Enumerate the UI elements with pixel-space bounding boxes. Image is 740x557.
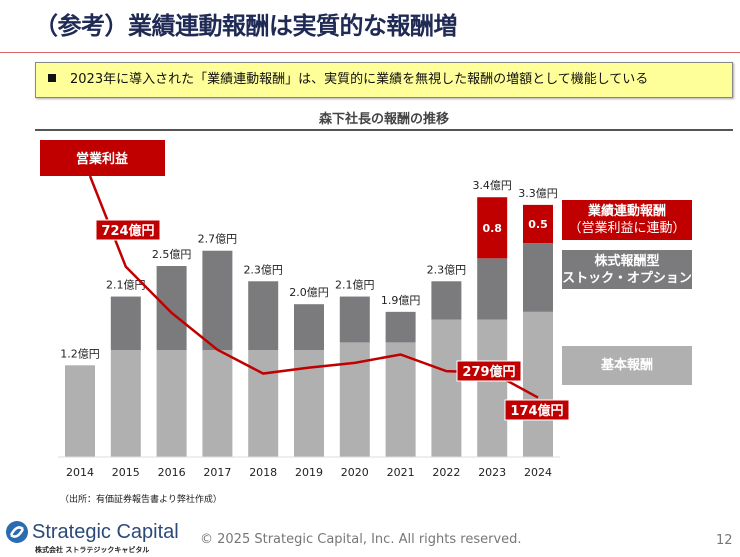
total-label: 2.1億円 [106, 279, 146, 292]
company-logo: Strategic Capital 株式会社 ストラテジックキャピタル [5, 520, 179, 555]
logo-mark-icon [6, 521, 28, 543]
x-tick-label: 2024 [524, 466, 552, 479]
segment-label: 0.5 [528, 218, 548, 231]
total-label: 3.3億円 [518, 187, 558, 200]
legend-stock-option: 株式報酬型 ストック・オプション [562, 250, 692, 289]
segment-label: 0.8 [482, 222, 502, 235]
legend-performance-linked: 業績連動報酬 （営業利益に連動） [562, 200, 692, 240]
x-tick-label: 2018 [249, 466, 277, 479]
total-label: 2.7億円 [198, 233, 238, 246]
x-tick-label: 2020 [341, 466, 369, 479]
x-tick-label: 2022 [432, 466, 460, 479]
x-tick-label: 2021 [387, 466, 415, 479]
page-title: （参考）業績連動報酬は実質的な報酬増 [34, 12, 458, 40]
bar-segment [339, 296, 370, 343]
logo-subtext: 株式会社 ストラテジックキャピタル [35, 546, 150, 554]
legend-label: 業績連動報酬 [587, 204, 666, 219]
operating-profit-value: 724億円 [101, 223, 154, 239]
chart-title: 森下社長の報酬の推移 [318, 112, 449, 127]
bar-segment [339, 342, 370, 457]
bar-segment [156, 266, 187, 351]
bar-segment [431, 319, 462, 457]
bar-segment [202, 350, 233, 457]
legend-label: （営業利益に連動） [568, 221, 686, 236]
chart-title-divider [35, 129, 733, 131]
bar-segment [248, 350, 279, 457]
x-tick-label: 2016 [158, 466, 186, 479]
operating-profit-value-box [456, 360, 522, 382]
bullet-square-icon [48, 74, 56, 82]
total-label: 2.1億円 [335, 279, 375, 292]
bar-segment [294, 304, 324, 351]
total-label: 1.9億円 [381, 294, 421, 307]
total-label: 2.3億円 [427, 263, 467, 276]
bar-segment [65, 365, 95, 457]
bar-segment [477, 197, 508, 259]
operating-profit-label: 営業利益 [76, 151, 128, 167]
operating-profit-value: 174億円 [510, 403, 563, 419]
key-message-text: 2023年に導入された「業績連動報酬」は、実質的に業績を無視した報酬の増額として… [70, 72, 649, 87]
legend-label: ストック・オプション [562, 270, 692, 286]
x-tick-label: 2015 [112, 466, 140, 479]
bar-segment [385, 342, 416, 457]
legend-label: 株式報酬型 [594, 253, 660, 269]
operating-profit-label-box [40, 140, 165, 176]
bar-segment [385, 311, 416, 343]
bar-segment [431, 281, 462, 320]
total-label: 2.0億円 [289, 286, 329, 299]
bar-segment [110, 296, 141, 351]
x-tick-label: 2014 [66, 466, 94, 479]
x-tick-label: 2017 [203, 466, 231, 479]
operating-profit-value: 279億円 [462, 364, 515, 380]
logo-text: Strategic Capital [32, 520, 179, 543]
legend-base-pay: 基本報酬 [562, 346, 692, 385]
total-label: 1.2億円 [60, 347, 100, 360]
bar-segment [248, 281, 279, 351]
operating-profit-value-box [95, 219, 161, 241]
total-label: 3.4億円 [472, 179, 512, 192]
bar-segment [523, 243, 553, 312]
bar-segment [156, 350, 187, 457]
total-label: 2.5億円 [152, 248, 192, 261]
copyright: © 2025 Strategic Capital, Inc. All right… [200, 532, 522, 547]
title-divider [0, 52, 740, 53]
x-tick-label: 2019 [295, 466, 323, 479]
bar-segment [477, 258, 508, 320]
x-tick-label: 2023 [478, 466, 506, 479]
operating-profit-value-box [504, 399, 570, 421]
bar-segment [110, 350, 141, 457]
bar-segment [523, 311, 553, 457]
bar-segment [477, 319, 508, 457]
source-note: （出所：有価証券報告書より弊社作成） [60, 495, 222, 505]
legend-label: 基本報酬 [600, 358, 653, 373]
total-label: 2.3億円 [243, 263, 283, 276]
bar-segment [523, 204, 553, 244]
page-number: 12 [716, 533, 733, 548]
bar-segment [202, 250, 233, 351]
key-message-box: 2023年に導入された「業績連動報酬」は、実質的に業績を無視した報酬の増額として… [35, 62, 733, 98]
